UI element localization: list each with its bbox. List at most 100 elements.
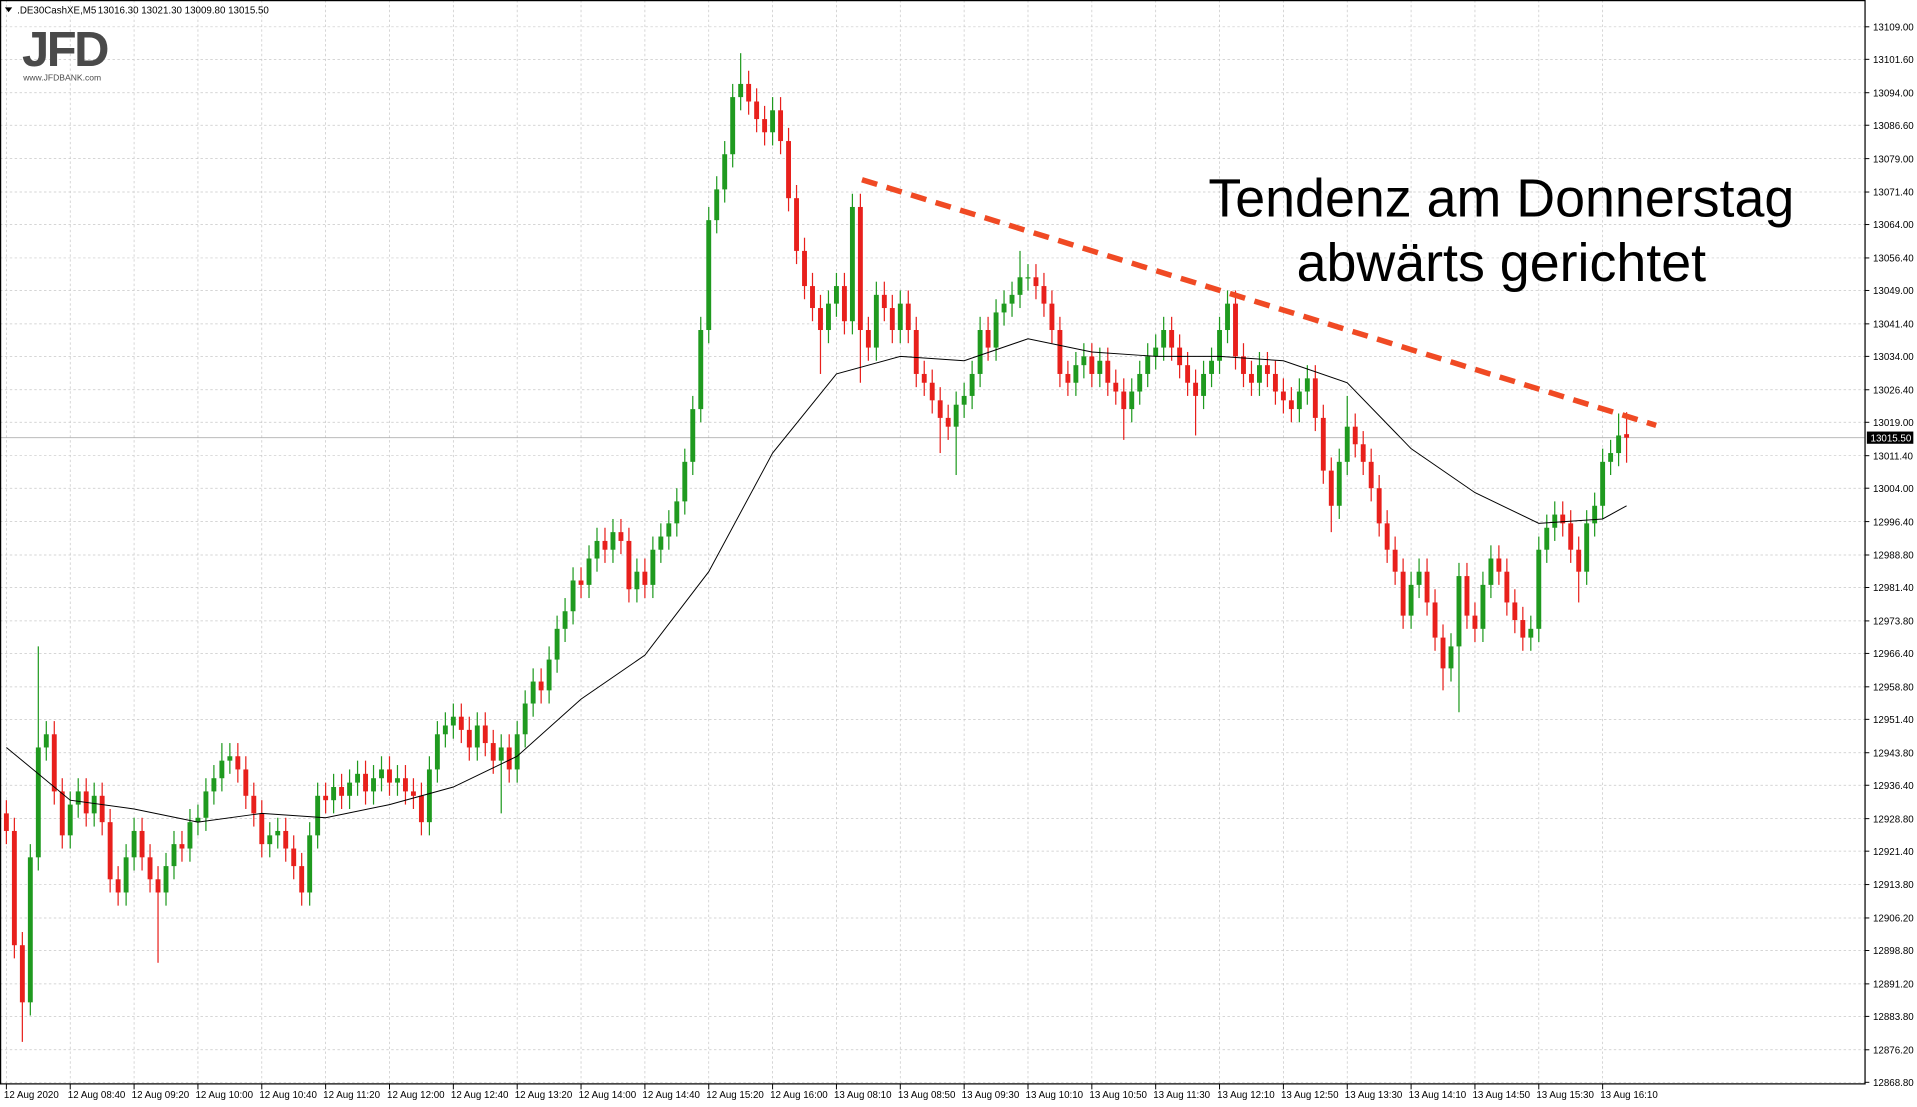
- candle-body: [347, 782, 353, 796]
- candle-body: [1480, 584, 1486, 629]
- candle-body: [163, 866, 169, 893]
- candle-body: [1560, 514, 1566, 524]
- candle-body: [961, 395, 967, 405]
- candle-body: [323, 795, 329, 801]
- current-price-box: [1866, 431, 1914, 444]
- y-tick-label: 12973.80: [1873, 617, 1914, 628]
- candle-body: [538, 681, 544, 691]
- candle-body: [626, 540, 632, 590]
- candle-body: [1344, 426, 1350, 462]
- candle-body: [1017, 277, 1023, 295]
- candle-body: [1264, 365, 1270, 374]
- candle-body: [658, 536, 664, 550]
- candle-body: [1320, 417, 1326, 471]
- candle-body: [1376, 488, 1382, 524]
- y-tick-label: 13086.60: [1873, 121, 1914, 132]
- candle-body: [1448, 646, 1454, 669]
- y-tick-label: 12981.40: [1873, 583, 1914, 594]
- y-tick-label: 12996.40: [1873, 517, 1914, 528]
- candle-body: [1472, 615, 1478, 629]
- candle-body: [1616, 435, 1622, 454]
- x-tick-label: 13 Aug 09:30: [962, 1090, 1020, 1101]
- candle-body: [570, 580, 576, 612]
- candle-body: [778, 110, 784, 142]
- candle-body: [562, 611, 568, 629]
- candle-body: [1288, 400, 1294, 410]
- candle-body: [355, 773, 361, 783]
- candle-body: [1416, 571, 1422, 585]
- candle-body: [458, 716, 464, 730]
- trend-line: [861, 177, 1657, 428]
- candle-body: [1001, 303, 1007, 313]
- candle-body: [179, 844, 185, 849]
- x-tick-label: 13 Aug 13:30: [1345, 1090, 1403, 1101]
- candle-body: [1041, 286, 1047, 304]
- plot-frame: [0, 0, 1866, 1085]
- y-tick-label: 12951.40: [1873, 715, 1914, 726]
- candle-body: [810, 286, 815, 309]
- symbol: .DE30CashXE,M5: [17, 5, 97, 16]
- candle-body: [682, 461, 688, 502]
- candle-body: [91, 795, 97, 814]
- candle-body: [1249, 373, 1254, 383]
- candle-body: [403, 778, 408, 792]
- candle-body: [1161, 330, 1167, 348]
- x-tick-label: 13 Aug 10:50: [1089, 1090, 1147, 1101]
- candle-body: [1257, 365, 1262, 383]
- candle-body: [1424, 571, 1430, 603]
- x-tick-label: 13 Aug 08:50: [898, 1090, 956, 1101]
- candle-body: [498, 747, 504, 761]
- candle-body: [1440, 637, 1446, 669]
- y-tick-label: 12988.80: [1873, 551, 1914, 562]
- logo: JFD: [22, 23, 108, 77]
- annotation: Tendenz am Donnerstag: [1208, 168, 1794, 228]
- x-tick-label: 12 Aug 16:00: [770, 1090, 828, 1101]
- y-tick-label: 12876.20: [1873, 1045, 1914, 1056]
- candle-body: [1400, 571, 1406, 616]
- y-tick-label: 13011.40: [1873, 451, 1914, 462]
- candle-body: [937, 400, 943, 418]
- candle-body: [1280, 391, 1286, 401]
- current-price-label: 13015.50: [1871, 433, 1912, 444]
- candle-body: [307, 835, 313, 893]
- x-tick-label: 13 Aug 11:30: [1153, 1090, 1210, 1101]
- y-tick-label: 13041.40: [1873, 320, 1914, 331]
- candle-body: [1328, 470, 1334, 506]
- x-tick-label: 13 Aug 08:10: [834, 1090, 892, 1101]
- candle-body: [434, 734, 440, 770]
- candle-body: [921, 373, 927, 383]
- candle-body: [299, 866, 305, 893]
- candle-body: [171, 844, 177, 867]
- candle-body: [1113, 382, 1119, 392]
- candle-body: [59, 791, 65, 836]
- candle-body: [1193, 382, 1199, 396]
- candle-body: [945, 417, 951, 427]
- candle-body: [794, 198, 799, 251]
- candle-body: [818, 308, 823, 331]
- candle-body: [969, 373, 975, 396]
- candle-body: [762, 119, 768, 133]
- candle-body: [275, 830, 281, 836]
- candle-body: [1576, 549, 1582, 572]
- candle-body: [147, 857, 153, 880]
- candle-body: [738, 83, 744, 98]
- candle-body: [1121, 391, 1127, 410]
- menu-triangle: [4, 7, 13, 13]
- candle-body: [107, 822, 113, 880]
- candle-body: [155, 879, 161, 893]
- candle-body: [1272, 373, 1278, 392]
- candle-body: [594, 540, 600, 559]
- x-tick-label: 13 Aug 14:10: [1409, 1090, 1467, 1101]
- x-tick-label: 12 Aug 11:20: [323, 1090, 380, 1101]
- logo-url: www.JFDBANK.com: [22, 73, 101, 83]
- candle-body: [1624, 434, 1630, 438]
- candle-body: [985, 330, 991, 348]
- candle-body: [1217, 330, 1222, 361]
- x-tick-label: 12 Aug 10:40: [259, 1090, 317, 1101]
- candle-body: [826, 303, 831, 331]
- candle-body: [522, 703, 528, 735]
- y-tick-label: 13071.40: [1873, 188, 1914, 199]
- candle-body: [259, 813, 265, 845]
- candle-body: [482, 725, 488, 744]
